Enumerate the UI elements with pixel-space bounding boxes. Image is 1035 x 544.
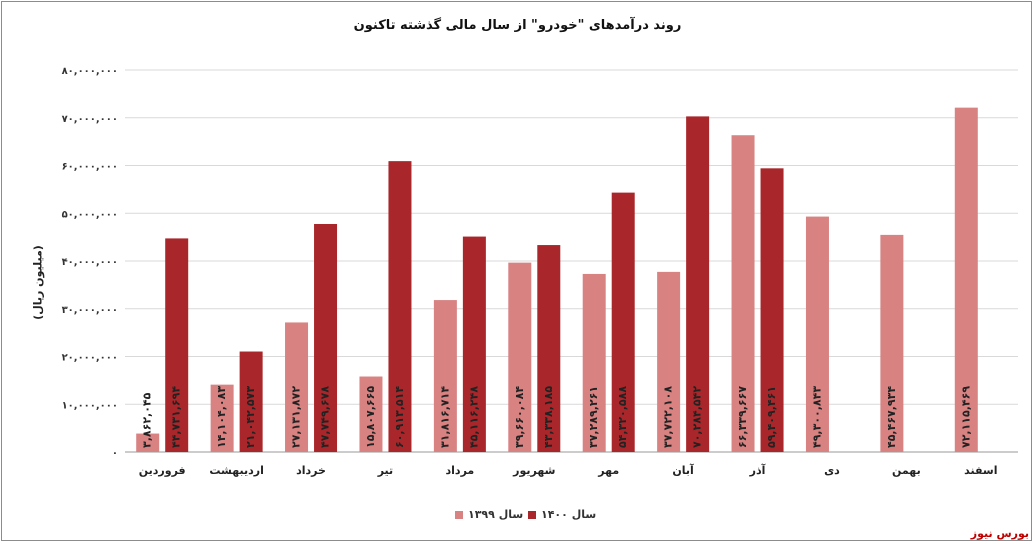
data-label-1400: ۴۵,۱۱۶,۲۴۸	[467, 386, 480, 448]
y-tick-label: ۸۰,۰۰۰,۰۰۰	[62, 66, 118, 77]
bar-1399	[880, 234, 904, 452]
bar-1399	[582, 273, 606, 452]
bar-1400	[388, 161, 412, 452]
x-tick-label: اردیبهشت	[209, 464, 263, 477]
bar-1400	[537, 245, 561, 452]
bar-1400	[462, 236, 486, 452]
data-label-1399: ۴۵,۴۶۷,۹۳۴	[885, 386, 898, 448]
bar-1399	[433, 300, 457, 452]
data-label-1399: ۴۹,۳۰۰,۸۴۳	[810, 386, 823, 448]
bar-1400	[165, 238, 189, 452]
x-tick-label: آذر	[749, 463, 766, 477]
data-label-1399: ۳۱,۸۱۶,۷۱۴	[438, 386, 451, 448]
data-label-1399: ۱۴,۱۰۴,۰۸۳	[215, 386, 228, 448]
data-label-1400: ۵۹,۴۰۹,۴۶۱	[765, 386, 778, 448]
data-label-1400: ۷۰,۲۸۴,۵۴۲	[691, 386, 704, 448]
x-tick-label: بهمن	[892, 464, 921, 477]
data-label-1400: ۴۷,۷۴۹,۶۷۸	[319, 386, 332, 448]
x-tick-label: آبان	[672, 463, 694, 477]
brand-label: بورس نیوز	[970, 527, 1029, 540]
bar-1400	[760, 168, 784, 452]
data-label-1399: ۲۷,۱۳۱,۸۷۲	[290, 386, 303, 448]
y-tick-label: ۱۰,۰۰۰,۰۰۰	[62, 400, 118, 411]
y-tick-label: ۳۰,۰۰۰,۰۰۰	[62, 305, 118, 316]
data-label-1400: ۲۱,۰۴۲,۵۷۳	[244, 386, 257, 448]
x-tick-label: خرداد	[296, 464, 326, 477]
bar-1399	[136, 433, 160, 452]
x-tick-label: مرداد	[446, 464, 475, 477]
bar-1399	[731, 135, 755, 452]
x-tick-label: اسفند	[964, 464, 997, 477]
data-label-1400: ۵۴,۳۲۰,۵۸۸	[616, 386, 629, 448]
y-tick-label: ۲۰,۰۰۰,۰۰۰	[62, 353, 118, 364]
x-tick-label: تیر	[377, 464, 393, 477]
x-tick-label: مهر	[597, 464, 619, 477]
data-label-1399: ۷۲,۱۱۵,۴۶۹	[959, 386, 972, 448]
data-label-1399: ۶۶,۳۳۹,۶۶۷	[736, 386, 749, 448]
bar-1400	[314, 223, 338, 452]
legend-label-1399: سال ۱۳۹۹	[468, 508, 524, 521]
chart-title: روند درآمدهای "خودرو" از سال مالی گذشته …	[353, 18, 682, 33]
bar-1399	[657, 271, 681, 452]
data-label-1400: ۴۳,۳۳۸,۱۸۵	[542, 386, 555, 448]
legend-item-1400: سال ۱۴۰۰	[528, 508, 596, 521]
bar-1400	[611, 192, 635, 452]
data-label-1400: ۴۴,۷۳۱,۶۹۴	[170, 386, 183, 448]
bar-1400	[239, 351, 263, 452]
x-tick-label: شهریور	[512, 464, 555, 477]
data-label-1399: ۱۵,۸۰۷,۶۶۵	[364, 386, 377, 448]
x-tick-label: فروردین	[139, 464, 186, 477]
y-tick-label: ۴۰,۰۰۰,۰۰۰	[62, 257, 118, 268]
bar-1400	[686, 116, 710, 453]
legend-swatch-1399	[455, 510, 463, 519]
bar-1399	[285, 322, 309, 452]
legend-item-1399: سال ۱۳۹۹	[455, 508, 523, 521]
legend-swatch-1400	[528, 510, 536, 519]
bar-1399	[805, 216, 829, 452]
x-tick-label: دی	[824, 464, 840, 477]
bar-1399	[954, 107, 978, 453]
data-label-1400: ۶۰,۹۱۳,۵۱۴	[393, 386, 406, 448]
bar-1399	[210, 384, 234, 452]
y-tick-label: ۶۰,۰۰۰,۰۰۰	[62, 162, 118, 173]
y-axis-label: (میلیون ریال)	[31, 245, 45, 320]
bar-1399	[359, 376, 383, 452]
y-tick-label: ۷۰,۰۰۰,۰۰۰	[62, 114, 118, 125]
y-tick-label: ۰	[112, 448, 118, 459]
y-tick-label: ۵۰,۰۰۰,۰۰۰	[62, 209, 118, 220]
data-label-1399: ۳۷,۷۲۲,۱۰۸	[662, 386, 675, 448]
data-label-1399: ۳,۸۶۲,۰۴۵	[141, 392, 154, 448]
data-label-1399: ۳۷,۲۸۹,۲۶۱	[587, 386, 600, 448]
legend-label-1400: سال ۱۴۰۰	[541, 508, 597, 521]
bar-1399	[508, 262, 532, 452]
data-label-1399: ۳۹,۶۶۰,۰۸۴	[513, 386, 526, 448]
